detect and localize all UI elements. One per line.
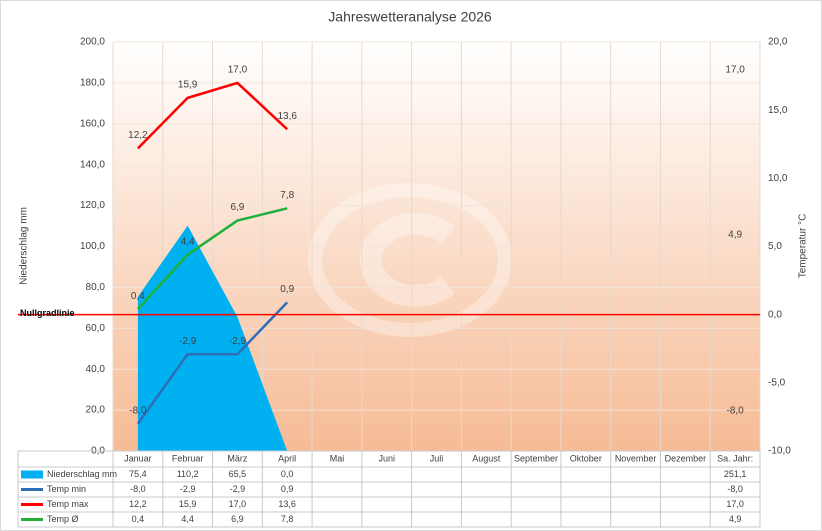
data-label: 17,0 [228,65,248,76]
legend-label: Temp max [47,499,89,509]
table-cell: 4,9 [729,514,742,524]
table-cell: -2,9 [230,484,246,494]
data-label: -2,9 [229,336,247,347]
table-cell: 65,5 [229,469,247,479]
data-label: 0,9 [280,284,294,295]
y2-tick-label: 5,0 [768,241,782,252]
x-tick-label: Mai [330,453,345,463]
watermark [308,183,512,337]
table-cell: 13,6 [278,499,296,509]
y-tick-label: 200,0 [80,37,105,48]
table-cell: 110,2 [177,469,199,479]
table-cell: 251,1 [724,469,747,479]
zero-line-label: Nullgradlinie [20,308,75,318]
table-cell: -8,0 [130,484,146,494]
area [137,42,736,451]
data-label: -8,0 [129,405,147,416]
data-label: 13,6 [277,111,297,122]
data-label: 7,8 [280,190,294,201]
table-cell: 7,8 [281,514,294,524]
y-tick-label: 160,0 [80,118,105,129]
y-tick-label: 140,0 [80,159,105,170]
table-cell: 0,9 [281,484,294,494]
data-label: 12,2 [128,130,148,141]
data-label: 15,9 [178,80,198,91]
data-label: 4,4 [181,236,195,247]
legend-label: Temp Ø [47,514,79,524]
table-cell: 17,0 [229,499,247,509]
data-label: 17,0 [725,65,745,76]
data-label: -2,9 [179,336,197,347]
y-tick-label: 120,0 [80,200,105,211]
y-tick-label: 180,0 [80,78,105,89]
y2-tick-label: 10,0 [768,173,788,184]
y-tick-label: 40,0 [86,364,106,375]
x-tick-label: Oktober [570,453,602,463]
legend-label: Temp min [47,484,86,494]
x-tick-label: März [227,453,247,463]
x-tick-label: Juli [430,453,444,463]
data-label: 6,9 [230,202,244,213]
table-cell: 0,4 [132,514,145,524]
y2-tick-label: -10,0 [768,446,791,457]
y2-tick-label: 20,0 [768,37,788,48]
x-tick-label: Sa. Jahr: [717,453,753,463]
data-label: -8,0 [726,405,744,416]
y2-tick-label: 0,0 [768,309,782,320]
x-tick-label: September [514,453,558,463]
table-cell: -2,9 [180,484,196,494]
y2-tick-label: -5,0 [768,377,786,388]
table-cell: 12,2 [129,499,147,509]
x-tick-label: Februar [172,453,204,463]
y-axis-title: Niederschlag mm [19,207,30,285]
x-tick-label: November [615,453,657,463]
table-cell: 75,4 [129,469,147,479]
data-label: 0,4 [131,291,145,302]
chart-title: Jahreswetteranalyse 2026 [328,9,492,25]
legend-label: Niederschlag mm [47,469,117,479]
y2-tick-label: 15,0 [768,105,788,116]
x-tick-label: Dezember [665,453,707,463]
y-tick-label: 80,0 [86,282,106,293]
x-tick-label: August [472,453,501,463]
table-cell: 0,0 [281,469,294,479]
x-tick-label: Januar [124,453,152,463]
y2-axis-title: Temperatur °C [798,214,809,279]
table-cell: 6,9 [231,514,244,524]
table-cell: -8,0 [727,484,743,494]
y-tick-label: 20,0 [86,405,106,416]
x-tick-label: April [278,453,296,463]
y-tick-label: 100,0 [80,241,105,252]
y-tick-label: 60,0 [86,323,106,334]
table-cell: 17,0 [726,499,744,509]
data-label: 4,9 [728,230,742,241]
x-tick-label: Juni [378,453,395,463]
legend-swatch [21,470,43,479]
table-cell: 4,4 [181,514,194,524]
table-cell: 15,9 [179,499,197,509]
